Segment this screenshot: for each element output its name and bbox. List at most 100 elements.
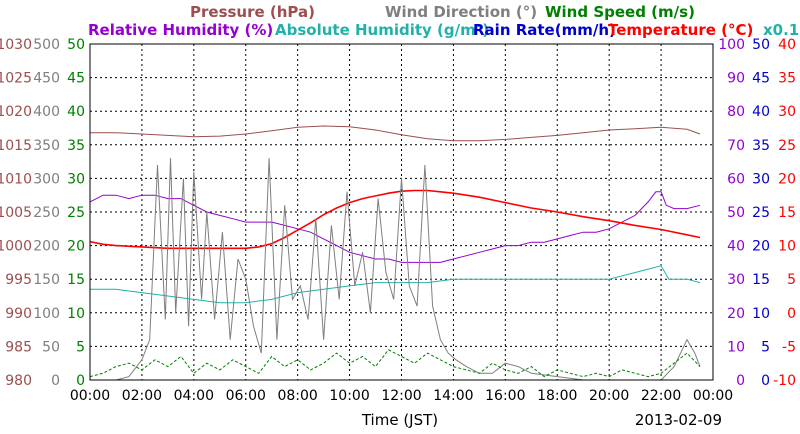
rain-tick-label: 40 xyxy=(752,104,770,120)
pressure-tick-label: 990 xyxy=(5,306,32,322)
pressure-tick-label: 1015 xyxy=(0,138,32,154)
rain-tick-label: 45 xyxy=(752,71,770,87)
wind_speed-tick-label: 50 xyxy=(67,37,85,53)
wind_dir-tick-label: 150 xyxy=(33,272,60,288)
x-axis: 00:00 02:00 04:00 06:00 08:00 10:00 12:00 14:00… xyxy=(70,388,733,404)
series-pressure-line xyxy=(90,125,701,142)
x-axis-label: Time (JST) xyxy=(361,411,438,429)
pressure-tick-label: 995 xyxy=(5,272,32,288)
temp-tick-label: 5 xyxy=(787,272,796,288)
series-wind_speed-line xyxy=(89,349,701,378)
rh-tick-label: 40 xyxy=(727,239,745,255)
wind_speed-tick-label: 40 xyxy=(67,104,85,120)
pressure-tick-label: 1025 xyxy=(0,71,32,87)
wind_dir-tick-label: 250 xyxy=(33,205,60,221)
wind_speed-tick-label: 20 xyxy=(67,239,85,255)
wind_dir-tick-label: 400 xyxy=(33,104,60,120)
legend-rh: Relative Humidity (%) xyxy=(88,21,273,39)
legend-wind_speed: Wind Speed (m/s) xyxy=(545,3,695,21)
series-temp-line xyxy=(89,189,701,250)
rh-tick-label: 10 xyxy=(727,339,745,355)
rain-tick-label: 25 xyxy=(752,205,770,221)
temp-tick-label: 40 xyxy=(778,37,796,53)
temp-tick-label: -10 xyxy=(773,373,796,389)
temp-tick-label: 15 xyxy=(778,205,796,221)
wind_dir-tick-label: 0 xyxy=(51,373,60,389)
temp-tick-label: -5 xyxy=(782,339,796,355)
rh-tick-label: 0 xyxy=(736,373,745,389)
right-axes: 0102030405060708090100051015202530354045… xyxy=(718,37,796,389)
temp-tick-label: 25 xyxy=(778,138,796,154)
rain-tick-label: 50 xyxy=(752,37,770,53)
wind_speed-tick-label: 10 xyxy=(67,306,85,322)
temp-tick-label: 30 xyxy=(778,104,796,120)
legend-scale: x0.1 xyxy=(763,21,799,39)
temp-tick-label: 0 xyxy=(787,306,796,322)
x-tick-label: 04:00 xyxy=(174,388,214,404)
pressure-tick-label: 1000 xyxy=(0,239,32,255)
left-axes: 9809859909951000100510101015102010251030… xyxy=(0,37,85,389)
legend-ah: Absolute Humidity (g/m³) xyxy=(275,21,489,39)
x-tick-label: 06:00 xyxy=(226,388,266,404)
wind_dir-tick-label: 200 xyxy=(33,239,60,255)
x-tick-label: 20:00 xyxy=(589,388,629,404)
legend-pressure: Pressure (hPa) xyxy=(190,3,315,21)
wind_dir-tick-label: 100 xyxy=(33,306,60,322)
wind_dir-tick-label: 450 xyxy=(33,71,60,87)
rh-tick-label: 60 xyxy=(727,171,745,187)
wind_dir-tick-label: 300 xyxy=(33,171,60,187)
wind_dir-tick-label: 350 xyxy=(33,138,60,154)
x-tick-label: 10:00 xyxy=(329,388,369,404)
wind_speed-tick-label: 0 xyxy=(76,373,85,389)
x-tick-label: 02:00 xyxy=(122,388,162,404)
x-tick-label: 16:00 xyxy=(485,388,525,404)
pressure-tick-label: 980 xyxy=(5,373,32,389)
rh-tick-label: 80 xyxy=(727,104,745,120)
wind_speed-tick-label: 15 xyxy=(67,272,85,288)
x-tick-label: 22:00 xyxy=(641,388,681,404)
legend: Pressure (hPa) Wind Direction (°) Wind Spe… xyxy=(88,3,799,39)
temp-tick-label: 20 xyxy=(778,171,796,187)
pressure-tick-label: 1005 xyxy=(0,205,32,221)
temp-tick-label: 10 xyxy=(778,239,796,255)
date-label: 2013-02-09 xyxy=(635,411,722,429)
x-tick-label: 08:00 xyxy=(277,388,317,404)
x-tick-label: 18:00 xyxy=(537,388,577,404)
x-tick-label: 14:00 xyxy=(433,388,473,404)
pressure-tick-label: 985 xyxy=(5,339,32,355)
legend-rain: Rain Rate(mm/h) xyxy=(473,21,616,39)
wind_speed-tick-label: 45 xyxy=(67,71,85,87)
rain-tick-label: 5 xyxy=(761,339,770,355)
pressure-tick-label: 1020 xyxy=(0,104,32,120)
temp-tick-label: 35 xyxy=(778,71,796,87)
wind_speed-tick-label: 35 xyxy=(67,138,85,154)
rh-tick-label: 50 xyxy=(727,205,745,221)
wind_speed-tick-label: 5 xyxy=(76,339,85,355)
rh-tick-label: 20 xyxy=(727,306,745,322)
rain-tick-label: 35 xyxy=(752,138,770,154)
rain-tick-label: 15 xyxy=(752,272,770,288)
rh-tick-label: 90 xyxy=(727,71,745,87)
legend-wind_dir: Wind Direction (°) xyxy=(385,3,537,21)
x-tick-label: 00:00 xyxy=(70,388,110,404)
pressure-tick-label: 1010 xyxy=(0,171,32,187)
rain-tick-label: 10 xyxy=(752,306,770,322)
rh-tick-label: 30 xyxy=(727,272,745,288)
x-tick-label: 00:00 xyxy=(693,388,733,404)
series-ah-line xyxy=(90,265,701,304)
wind_dir-tick-label: 500 xyxy=(33,37,60,53)
rh-tick-label: 100 xyxy=(718,37,745,53)
rain-tick-label: 0 xyxy=(761,373,770,389)
rh-tick-label: 70 xyxy=(727,138,745,154)
rain-tick-label: 20 xyxy=(752,239,770,255)
rain-tick-label: 30 xyxy=(752,171,770,187)
series-wind_dir-line xyxy=(90,158,701,381)
wind_speed-tick-label: 30 xyxy=(67,171,85,187)
x-tick-label: 12:00 xyxy=(381,388,421,404)
wind_dir-tick-label: 50 xyxy=(42,339,60,355)
grid xyxy=(90,44,713,380)
wind_speed-tick-label: 25 xyxy=(67,205,85,221)
pressure-tick-label: 1030 xyxy=(0,37,32,53)
plot-frame xyxy=(89,43,714,381)
